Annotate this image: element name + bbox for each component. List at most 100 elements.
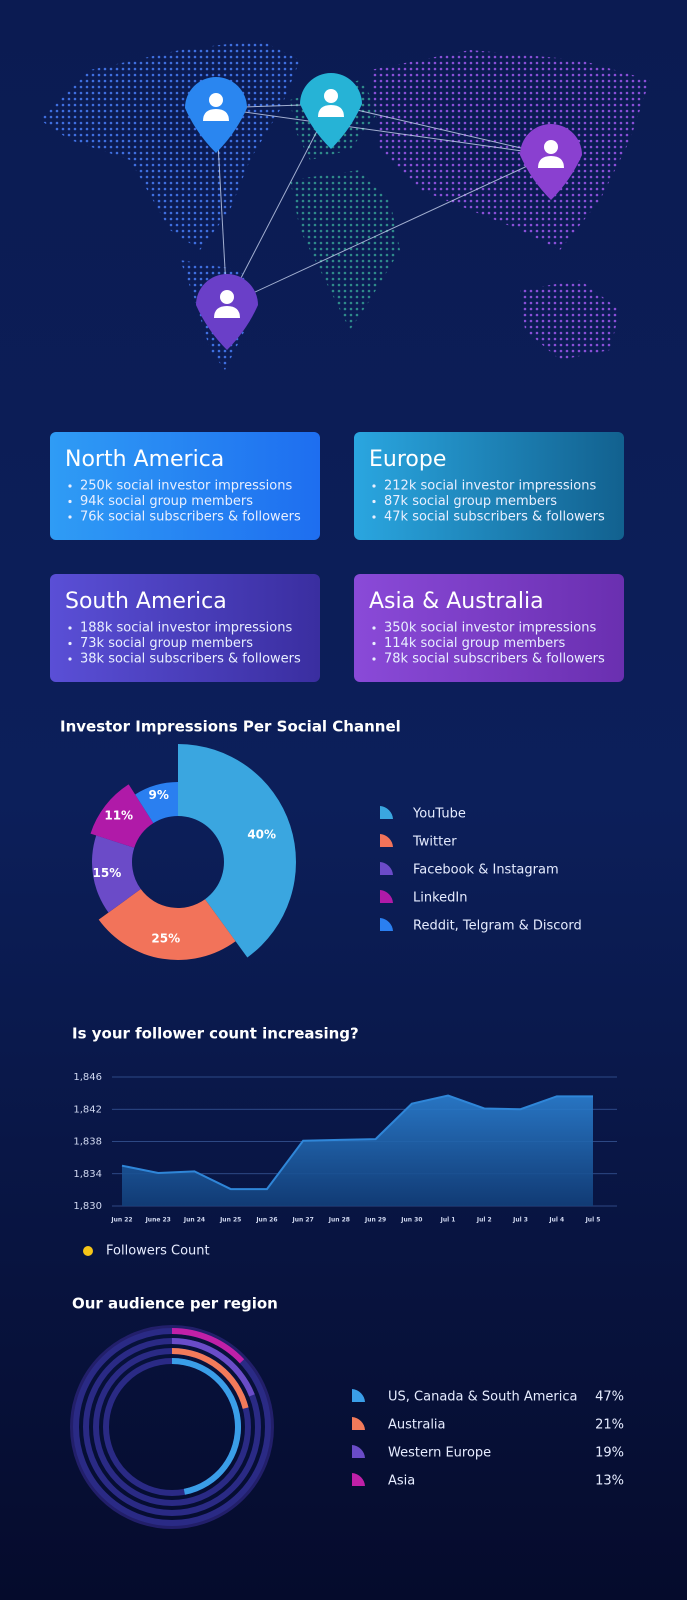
legend-label: LinkedIn bbox=[413, 891, 467, 906]
pin-icon-head bbox=[220, 290, 234, 304]
chart-title: Investor Impressions Per Social Channel bbox=[60, 718, 401, 736]
data-label: 25% bbox=[151, 932, 180, 946]
x-tick-label: Jul 4 bbox=[548, 1217, 564, 1224]
data-label: 40% bbox=[247, 827, 276, 841]
x-tick-label: Jun 24 bbox=[183, 1217, 205, 1224]
legend-marker bbox=[352, 1389, 365, 1402]
x-tick-label: Jun 29 bbox=[364, 1217, 386, 1224]
card-item: 47k social subscribers & followers bbox=[384, 510, 605, 525]
card-item: 78k social subscribers & followers bbox=[384, 652, 605, 667]
bullet bbox=[68, 484, 72, 488]
radial-bar bbox=[172, 1347, 249, 1409]
area bbox=[122, 1095, 593, 1206]
data-label: 9% bbox=[149, 788, 169, 802]
radial-bar bbox=[172, 1338, 255, 1397]
legend-value: 19% bbox=[595, 1446, 624, 1461]
x-tick-label: Jun 26 bbox=[255, 1217, 277, 1224]
data-label: 11% bbox=[104, 809, 133, 823]
card-item: 188k social investor impressions bbox=[80, 621, 292, 636]
region-card bbox=[354, 574, 624, 682]
bullet bbox=[68, 641, 72, 646]
legend-marker bbox=[380, 890, 393, 903]
legend-marker bbox=[352, 1445, 365, 1458]
legend-marker bbox=[83, 1246, 93, 1256]
legend-label: Facebook & Instagram bbox=[413, 863, 559, 878]
x-tick-label: Jun 25 bbox=[219, 1217, 241, 1224]
region-card bbox=[50, 432, 320, 540]
pin-icon-head bbox=[209, 93, 223, 107]
card-item: 73k social group members bbox=[80, 636, 253, 651]
legend-marker bbox=[380, 862, 393, 875]
legend-label: Western Europe bbox=[388, 1446, 491, 1461]
legend-label: Reddit, Telgram & Discord bbox=[413, 919, 582, 934]
donut-slice bbox=[90, 784, 154, 848]
legend-label: YouTube bbox=[412, 807, 466, 822]
legend-value: 47% bbox=[595, 1390, 624, 1405]
legend-marker bbox=[380, 834, 393, 847]
legend-marker bbox=[352, 1473, 365, 1486]
legend-marker bbox=[380, 918, 393, 931]
radial-bar bbox=[172, 1328, 245, 1364]
x-tick-label: Jun 28 bbox=[328, 1217, 350, 1224]
legend-label: Asia bbox=[388, 1474, 415, 1489]
legend-marker bbox=[380, 806, 393, 819]
bullet bbox=[68, 499, 72, 504]
bullet bbox=[372, 499, 376, 504]
x-tick-label: Jun 22 bbox=[110, 1217, 132, 1224]
card-item: 38k social subscribers & followers bbox=[80, 652, 301, 667]
region-card bbox=[50, 574, 320, 682]
legend-value: 13% bbox=[595, 1474, 624, 1489]
bullet bbox=[68, 515, 72, 519]
area-line bbox=[121, 1094, 593, 1191]
bullet bbox=[68, 626, 72, 630]
data-label: 15% bbox=[93, 866, 122, 880]
x-tick-label: June 23 bbox=[145, 1217, 171, 1224]
card-item: 212k social investor impressions bbox=[384, 479, 596, 494]
x-tick-label: Jul 2 bbox=[476, 1217, 492, 1224]
card-item: 94k social group members bbox=[80, 494, 253, 509]
legend-marker bbox=[352, 1417, 365, 1430]
donut-slice bbox=[98, 889, 236, 960]
y-tick-label: 1,838 bbox=[73, 1137, 102, 1148]
legend-label: US, Canada & South America bbox=[388, 1390, 577, 1405]
chart-title: Our audience per region bbox=[72, 1295, 278, 1313]
bullet bbox=[372, 515, 376, 519]
legend-label: Followers Count bbox=[106, 1244, 210, 1259]
region-cards: North America 250k social investor impres… bbox=[50, 432, 624, 682]
card-item: 250k social investor impressions bbox=[80, 479, 292, 494]
card-item: 87k social group members bbox=[384, 494, 557, 509]
card-title: Europe bbox=[369, 447, 446, 472]
legend-label: Australia bbox=[388, 1418, 446, 1433]
pin-icon-body bbox=[318, 105, 344, 117]
x-tick-label: Jun 30 bbox=[400, 1217, 422, 1224]
x-tick-label: Jul 1 bbox=[440, 1217, 456, 1224]
card-item: 350k social investor impressions bbox=[384, 621, 596, 636]
bullet bbox=[372, 626, 376, 630]
bullet bbox=[372, 484, 376, 488]
region-card bbox=[354, 432, 624, 540]
donut-slice bbox=[135, 782, 178, 824]
donut-slice bbox=[178, 744, 296, 958]
card-title: North America bbox=[65, 447, 224, 472]
y-tick-label: 1,834 bbox=[73, 1169, 102, 1180]
y-tick-label: 1,846 bbox=[73, 1072, 102, 1083]
pin-icon-body bbox=[538, 156, 564, 168]
chart-title: Is your follower count increasing? bbox=[72, 1025, 359, 1043]
card-item: 76k social subscribers & followers bbox=[80, 510, 301, 525]
x-tick-label: Jul 3 bbox=[512, 1217, 528, 1224]
x-tick-label: Jun 27 bbox=[292, 1217, 314, 1224]
ring-base bbox=[70, 1325, 274, 1529]
legend-label: Twitter bbox=[412, 835, 457, 850]
charts: Investor Impressions Per Social Channel 4… bbox=[60, 718, 624, 1529]
legend-value: 21% bbox=[595, 1418, 624, 1433]
x-tick-label: Jul 5 bbox=[585, 1217, 601, 1224]
card-title: South America bbox=[65, 589, 227, 614]
card-title: Asia & Australia bbox=[369, 589, 544, 614]
pin-icon-head bbox=[544, 140, 558, 154]
y-tick-label: 1,842 bbox=[73, 1104, 102, 1115]
card-item: 114k social group members bbox=[384, 636, 565, 651]
donut-slice bbox=[92, 835, 141, 913]
world-map bbox=[40, 40, 650, 370]
bullet bbox=[372, 641, 376, 646]
